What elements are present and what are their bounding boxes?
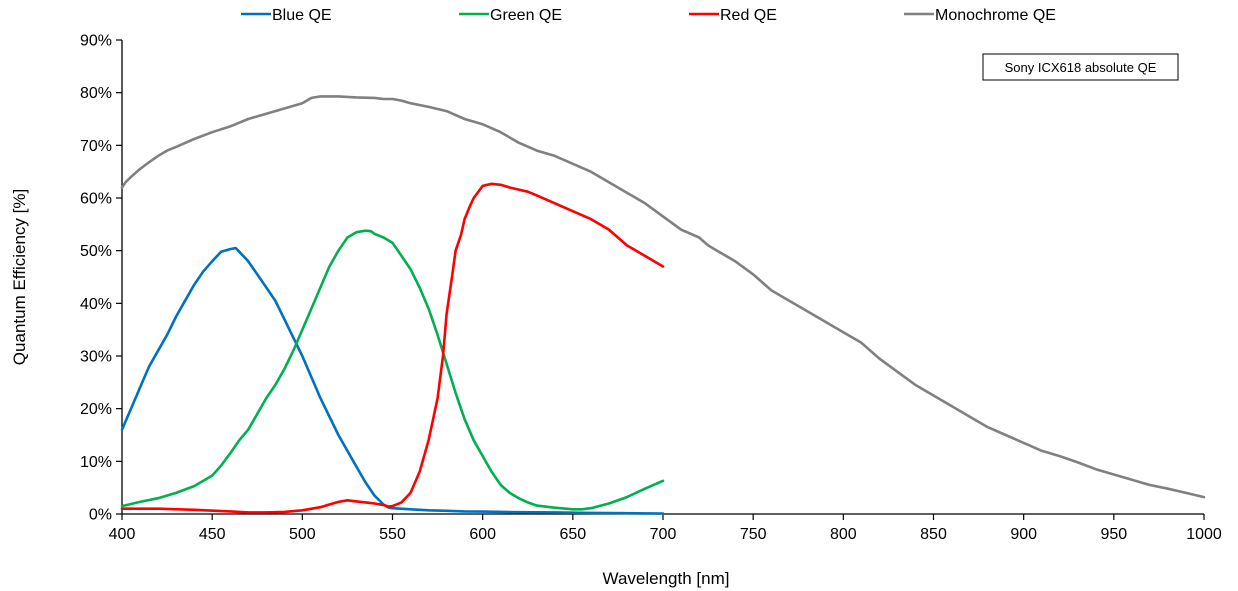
y-tick-label: 0%: [89, 507, 112, 524]
legend-label: Monochrome QE: [935, 7, 1056, 24]
y-tick-label: 30%: [80, 349, 112, 366]
x-tick-label: 550: [379, 526, 406, 543]
annotation-border: [982, 53, 1179, 81]
x-tick-label: 800: [830, 526, 857, 543]
y-tick-label: 40%: [80, 296, 112, 313]
series-line-red-qe: [120, 182, 665, 514]
y-tick-label: 20%: [80, 401, 112, 418]
y-tick-label: 90%: [80, 33, 112, 50]
legend-label: Green QE: [490, 7, 562, 24]
x-ticks: 400 450 500 550 600 650 700 750 800 850 900 950 1000: [109, 514, 1222, 543]
series-line-monochrome-qe: [120, 95, 1206, 499]
legend-label: Blue QE: [272, 7, 332, 24]
annotation-box: Sony ICX618 absolute QE: [982, 53, 1179, 81]
x-tick-label: 1000: [1186, 526, 1222, 543]
x-axis-title: Wavelength [nm]: [603, 569, 730, 588]
y-tick-label: 10%: [80, 454, 112, 471]
y-tick-label: 50%: [80, 243, 112, 260]
x-tick-label: 650: [559, 526, 586, 543]
x-tick-label: 850: [920, 526, 947, 543]
x-tick-label: 700: [650, 526, 677, 543]
y-tick-label: 70%: [80, 138, 112, 155]
x-tick-label: 950: [1100, 526, 1127, 543]
series-layer: [120, 95, 1206, 515]
y-axis-title: Quantum Efficiency [%]: [10, 189, 29, 365]
x-tick-label: 500: [289, 526, 316, 543]
plot-axes: 0% 10% 20% 30% 40% 50% 60% 70% 80% 90% 400 450 500 5…: [80, 33, 1222, 544]
annotation-text: Sony ICX618 absolute QE: [1005, 60, 1157, 75]
x-tick-label: 400: [109, 526, 136, 543]
x-tick-label: 900: [1010, 526, 1037, 543]
series-line-blue-qe: [120, 246, 665, 515]
x-tick-label: 750: [740, 526, 767, 543]
x-tick-label: 600: [469, 526, 496, 543]
series-line-green-qe: [120, 229, 665, 511]
y-tick-label: 80%: [80, 85, 112, 102]
y-tick-label: 60%: [80, 191, 112, 208]
legend: Blue QE Green QE Red QE Monochrome QE: [241, 7, 1056, 24]
x-tick-label: 450: [199, 526, 226, 543]
legend-label: Red QE: [720, 7, 777, 24]
y-ticks: 0% 10% 20% 30% 40% 50% 60% 70% 80% 90%: [80, 33, 122, 524]
